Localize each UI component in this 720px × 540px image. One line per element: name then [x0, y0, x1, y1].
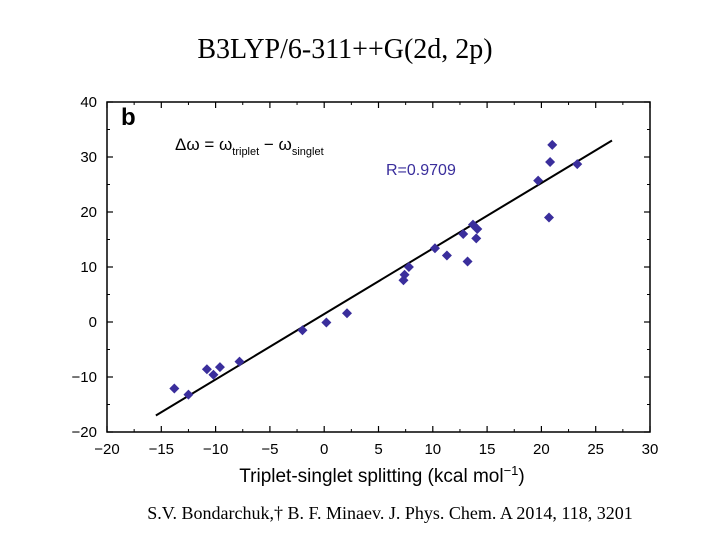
data-point	[441, 250, 452, 261]
delta-omega-annotation: Δω = ωtriplet − ωsinglet	[175, 135, 324, 158]
data-point	[471, 233, 482, 244]
data-point	[214, 362, 225, 373]
data-point	[321, 317, 332, 328]
data-point	[234, 356, 245, 367]
y-tick-label: 20	[80, 204, 97, 221]
x-tick-label: 0	[320, 441, 328, 458]
data-point	[458, 229, 469, 239]
data-point	[208, 369, 219, 380]
data-point	[533, 175, 544, 186]
annotation-sub-triplet: triplet	[232, 146, 259, 158]
data-point	[183, 389, 194, 400]
data-point	[399, 269, 410, 280]
data-point	[403, 262, 414, 272]
data-points	[169, 139, 583, 400]
fit-line-group	[155, 139, 613, 417]
x-axis-label-main: Triplet-singlet splitting (kcal mol	[239, 466, 503, 487]
data-point	[342, 308, 353, 319]
y-tick-label: 0	[89, 314, 97, 331]
tick-marks	[106, 101, 651, 433]
tick-labels: −20 −15 −10 −5 0 5 10 15 20 25 30 −20 −10 0 10 20 30 40	[72, 94, 659, 458]
correlation-label: R=0.9709	[386, 162, 456, 179]
panel-label: b	[121, 104, 136, 131]
x-tick-label: 20	[533, 441, 550, 458]
x-tick-label: 30	[642, 441, 659, 458]
x-axis-label: Triplet-singlet splitting (kcal mol−1)	[239, 463, 524, 487]
x-axis-label-sup: −1	[504, 463, 519, 478]
data-point	[544, 212, 555, 223]
citation: S.V. Bondarchuk,† B. F. Minaev. J. Phys.…	[147, 503, 633, 523]
x-tick-label: 10	[424, 441, 441, 458]
data-point	[572, 159, 583, 170]
x-tick-label: −15	[149, 441, 174, 458]
data-point	[201, 364, 212, 375]
data-point	[297, 325, 308, 336]
data-point	[462, 256, 473, 267]
data-point	[545, 156, 556, 167]
x-tick-label: 25	[587, 441, 604, 458]
annotation-middle: − ω	[259, 135, 292, 154]
x-tick-label: 15	[479, 441, 496, 458]
x-axis-label-end: )	[518, 466, 524, 487]
y-tick-label: −10	[72, 369, 97, 386]
data-point	[547, 139, 558, 150]
x-tick-label: 5	[374, 441, 382, 458]
data-point	[429, 243, 440, 254]
annotation-prefix: Δω = ω	[175, 135, 232, 154]
y-tick-label: 40	[80, 94, 97, 111]
y-tick-label: 30	[80, 149, 97, 166]
slide-title: B3LYP/6-311++G(2d, 2p)	[197, 34, 493, 65]
y-tick-label: −20	[72, 424, 97, 441]
x-tick-label: −10	[203, 441, 228, 458]
x-tick-label: −5	[261, 441, 278, 458]
data-point	[169, 383, 180, 394]
data-point	[472, 224, 483, 235]
fit-line	[155, 139, 613, 417]
annotation-sub-singlet: singlet	[292, 146, 324, 158]
y-tick-label: 10	[80, 259, 97, 276]
x-tick-label: −20	[94, 441, 119, 458]
